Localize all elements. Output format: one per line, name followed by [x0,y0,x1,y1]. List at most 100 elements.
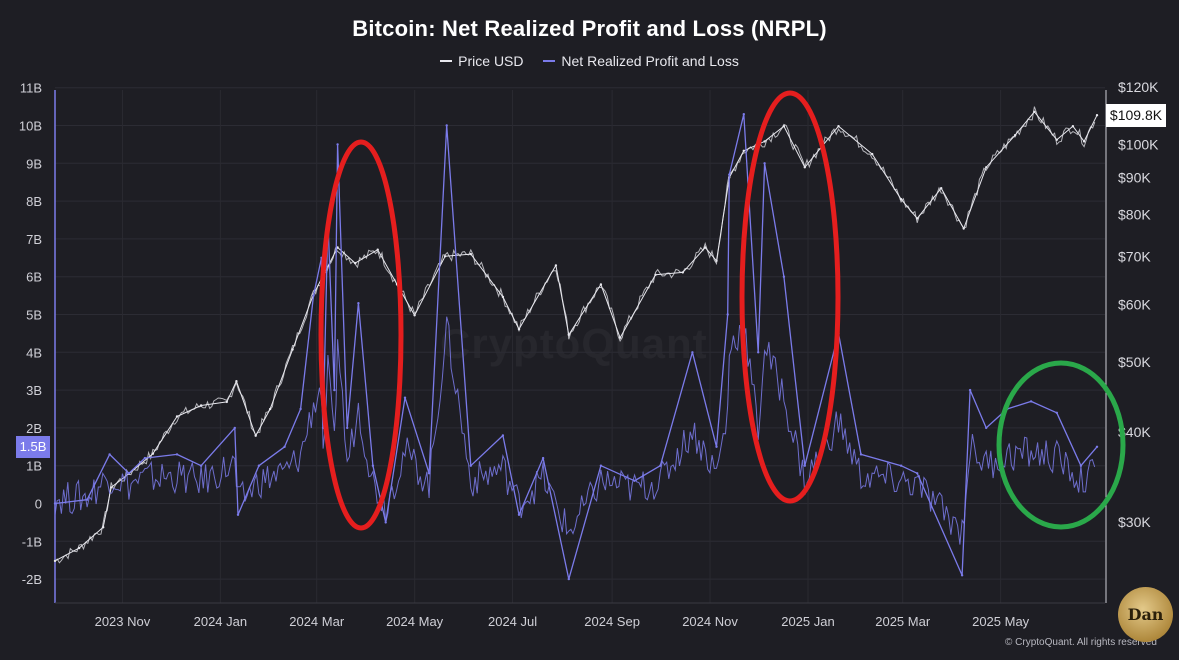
price-point [175,415,179,418]
x-tick-label: 2024 Jan [194,614,248,629]
nrpl-point [916,472,919,475]
nrpl-point [346,426,349,430]
annotation-ellipse [996,360,1126,530]
nrpl-point [659,464,662,467]
nrpl-point [357,302,360,305]
nrpl-point [257,464,261,467]
price-point [1095,114,1099,117]
nrpl-point [763,162,766,165]
nrpl-point [728,173,731,176]
price-point [681,271,684,274]
nrpl-point [53,502,57,505]
series-price [53,106,1099,564]
price-point [763,140,766,143]
x-tick-label: 2024 Sep [584,614,640,629]
nrpl-point [715,445,718,448]
y-right-tick-label: $80K [1118,206,1151,222]
price-point [1055,138,1059,141]
nrpl-point [469,464,472,467]
nrpl-point [427,472,431,475]
y-left-tick-label: 10B [19,119,42,134]
price-point [742,149,745,152]
nrpl-point [371,464,375,467]
legend-item-nrpl[interactable]: Net Realized Profit and Loss [543,53,739,69]
nrpl-point [599,464,603,467]
price-point [151,452,155,455]
x-tick-label: 2025 Mar [875,614,931,629]
price-point [567,333,570,336]
price-point [940,187,943,190]
y-right-tick-label: $30K [1118,514,1151,530]
y-left-tick-label: -2B [22,572,42,587]
nrpl-point [517,513,521,516]
legend-label-nrpl: Net Realized Profit and Loss [561,53,739,69]
price-point [1082,140,1086,143]
nrpl-point [384,521,387,524]
price-point [291,348,294,351]
nrpl-point [968,388,972,392]
x-tick-label: 2024 May [386,614,444,629]
x-tick-label: 2023 Nov [95,614,151,629]
nrpl-point [403,396,407,399]
y-left-tick-label: -1B [22,534,42,549]
price-point [837,125,840,128]
price-point [77,546,81,550]
nrpl-point [501,434,505,437]
legend-item-price[interactable]: Price USD [440,53,524,69]
price-point [235,380,238,383]
nrpl-point [336,143,339,146]
nrpl-point [567,577,570,581]
nrpl-point [233,426,236,430]
price-point [871,152,874,156]
nrpl-point [899,464,903,467]
x-tick-label: 2024 Nov [682,614,738,629]
nrpl-point [143,456,147,460]
x-tick-label: 2024 Jul [488,614,537,629]
author-avatar: Dan [1118,587,1173,642]
chart-title: Bitcoin: Net Realized Profit and Loss (N… [352,16,827,41]
legend-label-price: Price USD [458,53,524,69]
y-left-tick-label: 4B [26,345,42,360]
nrpl-point [108,453,111,456]
series-layer [53,106,1099,581]
nrpl-point [127,472,131,475]
y-left-tick-label: 11B [20,81,42,96]
y-left-tick-label: 5B [26,308,42,323]
price-point [654,273,657,276]
nrpl-point [960,574,964,577]
y-right-tick-label: $90K [1118,170,1151,186]
nrpl-point [859,453,863,456]
price-point [899,198,903,201]
series-nrpl [53,113,1099,581]
price-point [413,314,416,317]
axis-layer: 11B 10B 9B 8B 7B 6B 5B 4B 3B 2B 1B 0 -1B -2B $120K $100… [19,79,1159,629]
price-point [599,283,603,286]
nrpl-point [803,464,806,467]
legend-swatch-nrpl [543,60,556,63]
y-left-tick-label: 8B [26,194,42,209]
y-left-tick-label: 6B [26,270,42,285]
nrpl-point [1095,445,1099,448]
annotation-ellipse [318,139,404,531]
price-point [916,217,919,220]
nrpl-point [199,464,203,467]
nrpl-point [757,351,760,354]
current-price-badge: $109.8K [1106,104,1166,127]
price-point [53,559,57,563]
price-point [254,434,257,437]
price-point [469,252,472,256]
y-right-tick-label: $70K [1118,248,1151,264]
price-point [1013,134,1017,137]
nrpl-point [726,313,729,316]
nrpl-point [1055,411,1059,414]
nrpl-point [1029,400,1033,403]
nrpl-point [333,388,336,392]
y-left-tick-label: 9B [26,156,42,171]
nrpl-point [445,124,448,127]
nrpl-point [175,453,179,456]
price-point [354,261,357,265]
nrpl-point [782,275,786,278]
price-point [782,125,786,128]
nrpl-point [691,351,694,354]
